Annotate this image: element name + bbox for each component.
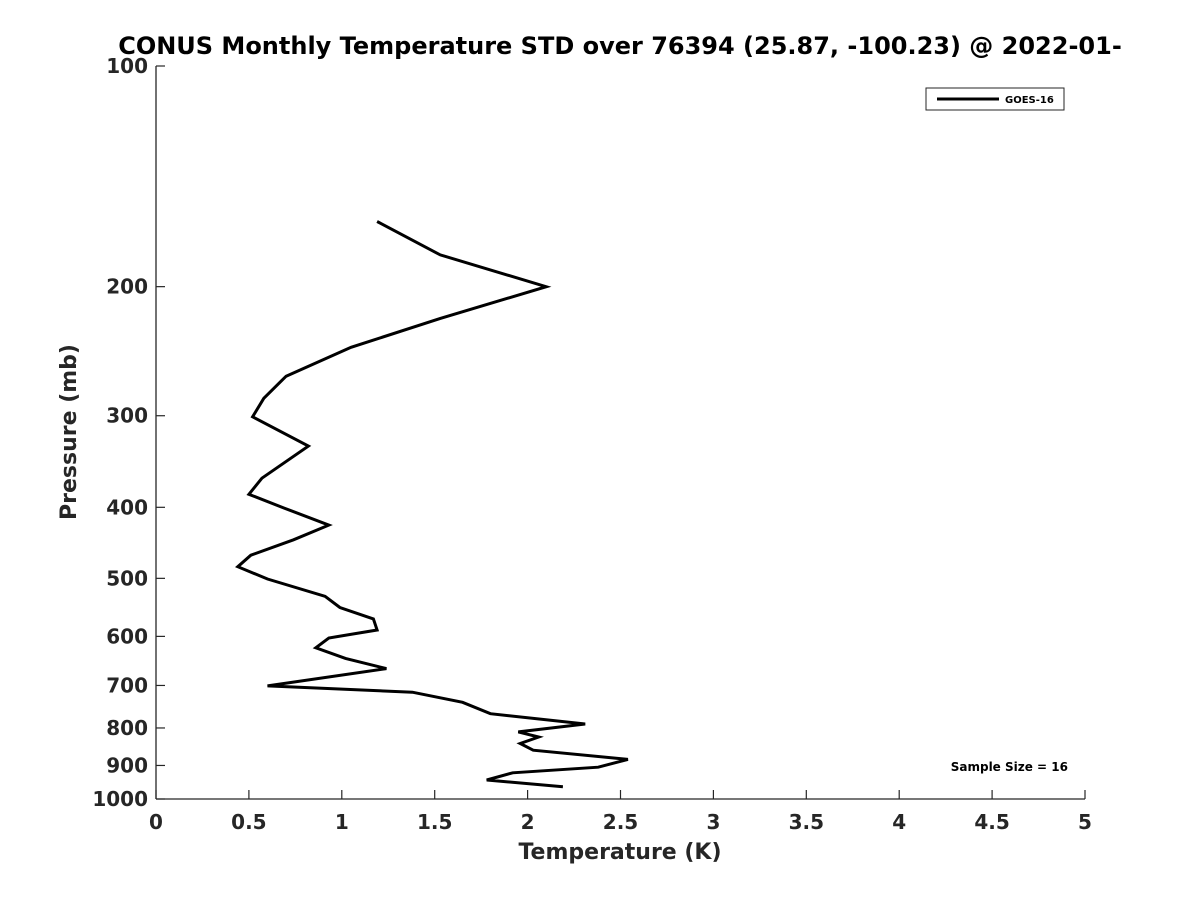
x-tick-label: 0	[149, 810, 163, 834]
y-tick-label: 1000	[92, 787, 148, 811]
x-tick-label: 1	[335, 810, 349, 834]
series-line-goes-16	[235, 220, 629, 789]
y-tick-label: 400	[106, 495, 148, 519]
y-tick-label: 100	[106, 54, 148, 78]
y-tick-label: 900	[106, 753, 148, 777]
x-tick-label: 2	[521, 810, 535, 834]
y-tick-label: 300	[106, 404, 148, 428]
y-tick-label: 500	[106, 566, 148, 590]
chart-title: CONUS Monthly Temperature STD over 76394…	[118, 32, 1122, 60]
y-axis-label: Pressure (mb)	[57, 344, 82, 520]
series-group	[235, 220, 629, 789]
x-tick-label: 5	[1078, 810, 1092, 834]
x-tick-label: 3	[706, 810, 720, 834]
y-tick-label: 200	[106, 275, 148, 299]
plot-area	[156, 66, 1085, 799]
x-tick-label: 1.5	[417, 810, 452, 834]
x-axis-ticks: 0 0.5 1 1.5 2 2.5 3 3.5 4 4.5 5	[149, 790, 1092, 834]
legend-label-goes-16: GOES-16	[1005, 95, 1054, 106]
y-tick-label: 700	[106, 673, 148, 697]
y-tick-label: 600	[106, 624, 148, 648]
x-tick-label: 3.5	[789, 810, 824, 834]
y-tick-label: 800	[106, 716, 148, 740]
x-tick-label: 4.5	[974, 810, 1009, 834]
x-tick-label: 4	[892, 810, 906, 834]
x-tick-label: 2.5	[603, 810, 638, 834]
sample-size-annotation: Sample Size = 16	[951, 760, 1068, 774]
y-axis-ticks: 100 200 300 400 500 600 700 800 900 1000	[92, 54, 165, 811]
x-axis-label: Temperature (K)	[518, 840, 721, 865]
x-tick-label: 0.5	[231, 810, 266, 834]
legend: GOES-16	[925, 87, 1065, 111]
